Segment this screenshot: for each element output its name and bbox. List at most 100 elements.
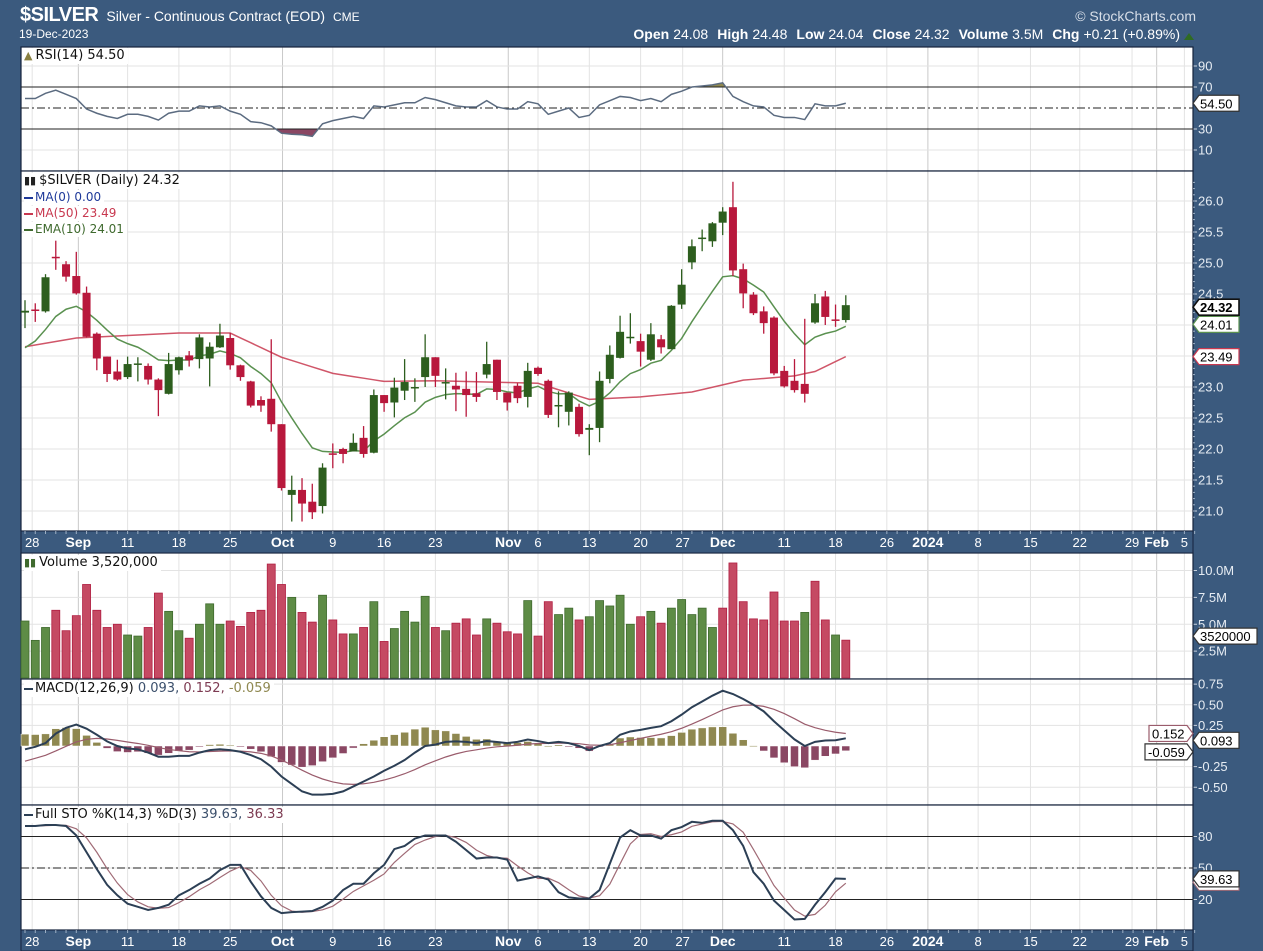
- candle-down: [185, 351, 194, 367]
- ma50-legend[interactable]: MA(50) 23.49: [24, 206, 120, 221]
- candle-body: [277, 424, 286, 489]
- stochastic-legend[interactable]: Full STO %K(14,3) %D(3) 39.63, 36.33: [24, 807, 287, 823]
- date-axis-label: 25: [223, 535, 237, 550]
- macd-histogram-bar-negative: [810, 745, 820, 761]
- candle-down: [62, 261, 71, 282]
- volume-bars-icon: ▮▮: [24, 556, 37, 569]
- volume-bar-down: [92, 609, 102, 679]
- volume-bar-up: [482, 618, 492, 679]
- ma0-legend[interactable]: MA(0) 0.00: [24, 190, 105, 205]
- macd-panel: [21, 679, 1193, 805]
- macd-value-tag: 0.093: [1192, 731, 1240, 749]
- volume-bar-up: [677, 599, 687, 679]
- macd-histogram-bar-positive: [544, 745, 553, 747]
- macd-histogram-bar-negative: [236, 745, 245, 748]
- candle-body: [513, 385, 522, 399]
- volume-bar-up: [554, 614, 563, 679]
- ema10-legend[interactable]: EMA(10) 24.01: [24, 222, 127, 237]
- candle-down: [534, 366, 542, 376]
- candle-body: [349, 442, 358, 452]
- candle-body: [236, 365, 245, 378]
- date-axis-label: 15: [1023, 934, 1037, 949]
- macd-signal-tag: 0.152: [1148, 724, 1194, 743]
- volume-bar-up: [666, 607, 676, 679]
- date-axis-label: 29: [1125, 934, 1139, 949]
- macd-histogram-bar-positive: [20, 733, 30, 747]
- date-axis-label: 18: [828, 535, 842, 550]
- date-axis-label: 15: [1023, 535, 1037, 550]
- value-tag-box: [1144, 743, 1194, 761]
- volume-bar-down: [759, 619, 769, 679]
- volume-bar-down: [492, 622, 502, 679]
- macd-legend[interactable]: MACD(12,26,9) 0.093, 0.152, -0.059: [24, 681, 274, 697]
- stockcharts-copyright[interactable]: © StockCharts.com: [1075, 8, 1196, 24]
- candle-body: [226, 338, 235, 366]
- candle-up: [410, 378, 419, 402]
- ema10-swatch: [24, 228, 33, 231]
- date-axis-label: 16: [377, 934, 391, 949]
- macd-histogram-bar-negative: [184, 745, 194, 751]
- candle-down: [451, 372, 460, 412]
- volume-bar-down: [749, 618, 758, 679]
- candle-up: [215, 323, 224, 348]
- date-axis-bottom: [20, 929, 1194, 951]
- date-axis-label: 29: [1125, 535, 1139, 550]
- candle-body: [287, 489, 296, 495]
- candle-down: [226, 333, 235, 370]
- sto-d-value: 36.33: [242, 807, 284, 822]
- volume-bar-up: [215, 623, 225, 679]
- rsi-value-tag: 54.50: [1192, 94, 1240, 112]
- exchange: CME: [333, 10, 360, 24]
- date-axis-label: 11: [777, 934, 791, 949]
- volume-bar-down: [841, 639, 851, 679]
- volume-bar-up: [133, 635, 143, 679]
- volume-bar-up: [615, 594, 625, 679]
- volume-bar-down: [379, 641, 389, 679]
- ma0-swatch: [24, 196, 33, 199]
- date-axis-label: 22: [1072, 535, 1086, 550]
- price-axis-label: 22.5: [1198, 411, 1223, 426]
- candle-body: [185, 355, 194, 361]
- macd-histogram-bar-negative: [800, 745, 810, 769]
- candle-body: [462, 388, 471, 396]
- volume-bar-down: [543, 601, 553, 679]
- volume-bar-up: [41, 627, 50, 679]
- date-axis-label: 28: [25, 934, 39, 949]
- candle-up: [441, 368, 450, 400]
- candle-down: [339, 447, 348, 464]
- macd-histogram-bar-positive: [369, 739, 379, 747]
- sto-axis-label: 80: [1198, 829, 1212, 844]
- volume-bar-down: [430, 627, 440, 679]
- rsi-legend[interactable]: ▲ RSI(14) 54.50: [24, 48, 128, 64]
- candle-body: [400, 382, 409, 391]
- macd-histogram-bar-negative: [759, 745, 768, 752]
- price-axis-label: 25.5: [1198, 225, 1223, 240]
- candle-up: [626, 313, 635, 344]
- volume-bar-down: [359, 627, 368, 679]
- volume-bar-up: [595, 600, 604, 679]
- candle-body: [359, 437, 368, 454]
- volume-bar-down: [472, 634, 481, 679]
- date-axis-label: 22: [1072, 934, 1086, 949]
- volume-bar-down: [153, 592, 163, 679]
- volume-bar-down: [82, 584, 91, 679]
- candle-down: [308, 483, 317, 520]
- candle-down: [636, 333, 645, 367]
- candle-body: [585, 427, 594, 430]
- value-tag-box: [1192, 315, 1240, 333]
- candle-down: [657, 334, 666, 354]
- price-axis-label: 26.0: [1198, 194, 1223, 209]
- macd-histogram-bar-positive: [554, 744, 563, 747]
- date-axis-label: 27: [675, 535, 689, 550]
- date-axis-label: 8: [975, 934, 982, 949]
- macd-histogram-bar-negative: [769, 745, 779, 759]
- date-axis-label: 11: [777, 535, 791, 550]
- ma50-legend-text: MA(50) 23.49: [35, 206, 117, 220]
- value-tag-text: 54.50: [1200, 96, 1233, 111]
- macd-histogram-bar-positive: [667, 735, 676, 747]
- candle-body: [195, 337, 204, 360]
- price-legend[interactable]: ▮▮ $SILVER (Daily) 24.32: [24, 173, 183, 189]
- macd-histogram-bar-positive: [359, 743, 368, 747]
- volume-legend[interactable]: ▮▮ Volume 3,520,000: [24, 555, 161, 571]
